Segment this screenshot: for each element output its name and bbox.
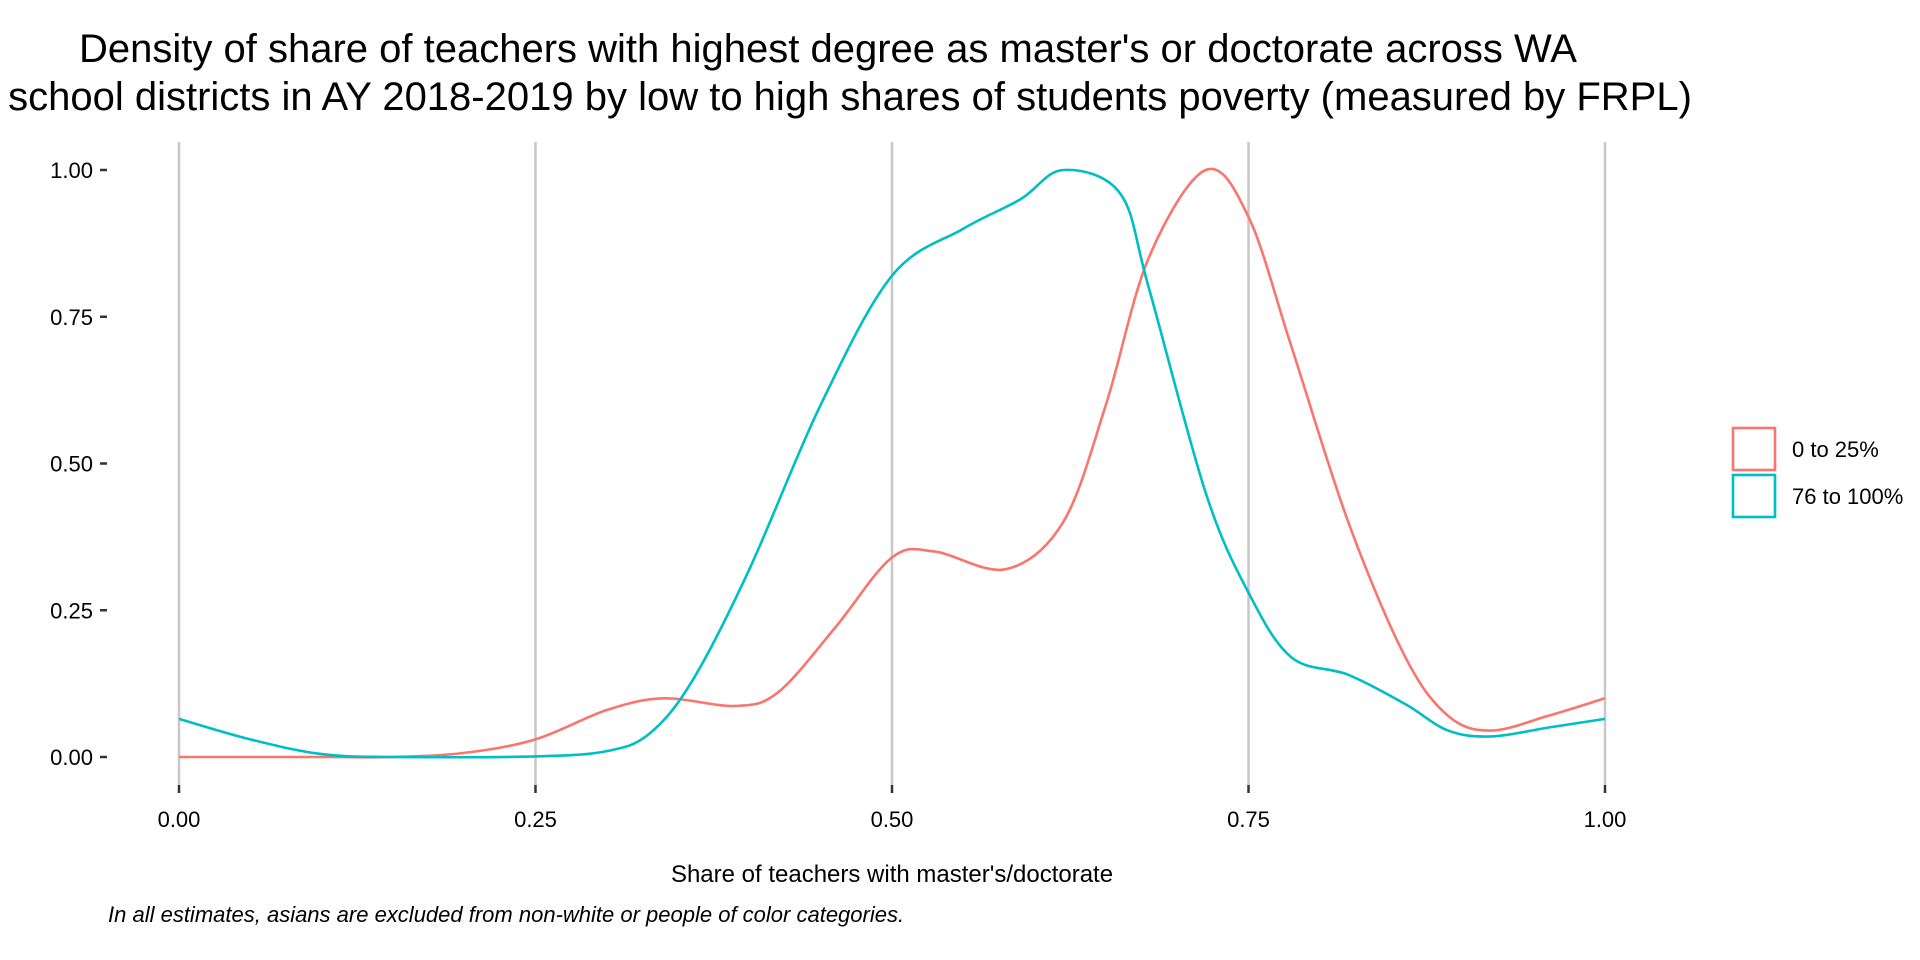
- x-tick-label: 0.50: [871, 807, 914, 832]
- density-line-series-2: [178, 168, 1606, 759]
- x-axis-label: Share of teachers with master's/doctorat…: [671, 861, 1113, 888]
- y-tick-label: 0.75: [50, 305, 93, 330]
- legend: 0 to 25% 76 to 100%: [1731, 426, 1903, 519]
- y-tick-label: 0.00: [50, 745, 93, 770]
- x-tick-label: 0.00: [158, 807, 201, 832]
- chart-title: Density of share of teachers with highes…: [8, 27, 1692, 119]
- y-tick-label: 0.50: [50, 452, 93, 477]
- density-line-series-1: [179, 167, 1606, 759]
- density-series: [178, 167, 1606, 759]
- chart-title-line-1: Density of share of teachers with highes…: [79, 27, 1577, 71]
- legend-label-series-1: 0 to 25%: [1792, 437, 1879, 462]
- y-tick-label: 1.00: [50, 158, 93, 183]
- x-tick-label: 0.75: [1227, 807, 1270, 832]
- x-tick-label: 1.00: [1584, 807, 1627, 832]
- legend-key-series-2: [1731, 473, 1777, 519]
- legend-label-series-2: 76 to 100%: [1792, 484, 1903, 509]
- chart-caption: In all estimates, asians are excluded fr…: [108, 902, 904, 927]
- x-axis: 0.00 0.25 0.50 0.75 1.00: [158, 785, 1627, 832]
- y-axis: 0.00 0.25 0.50 0.75 1.00: [50, 158, 107, 770]
- y-tick-label: 0.25: [50, 598, 93, 623]
- x-tick-label: 0.25: [514, 807, 557, 832]
- gridlines: [177, 142, 1607, 785]
- chart-title-line-2: school districts in AY 2018-2019 by low …: [8, 75, 1692, 119]
- legend-key-series-1: [1731, 426, 1777, 472]
